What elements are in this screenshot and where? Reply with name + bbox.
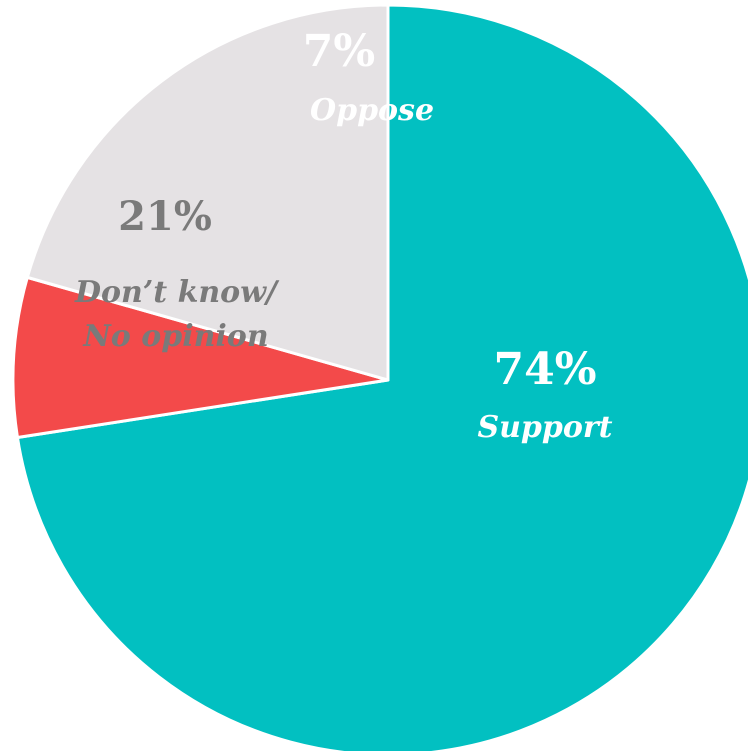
pie-slice-dont-know [25, 3, 390, 382]
labels-layer: 74% Support 7% Oppose 21% Don’t know/ No… [74, 26, 613, 445]
oppose-category-label: Oppose [310, 93, 434, 128]
slices-layer [11, 3, 748, 751]
oppose-percent-label: 7% [303, 26, 375, 77]
support-percent-label: 74% [493, 344, 596, 395]
dont-know-category-label-line2: No opinion [82, 319, 268, 354]
dont-know-percent-label: 21% [118, 193, 212, 240]
support-category-label: Support [477, 410, 612, 445]
pie-slice-oppose [11, 275, 390, 440]
pie-slice-support [15, 3, 748, 751]
dont-know-category-label-line1: Don’t know/ [74, 275, 280, 310]
